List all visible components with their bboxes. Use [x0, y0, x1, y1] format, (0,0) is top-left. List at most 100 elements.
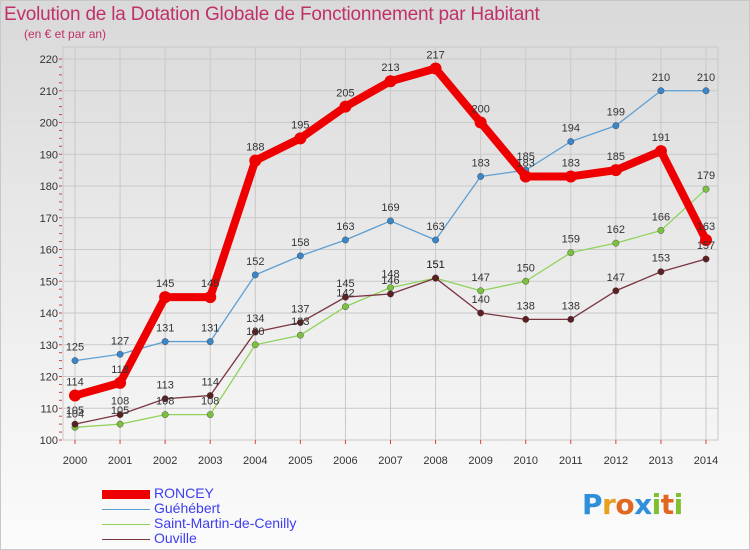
point-gu-h-bert-2002	[161, 338, 169, 345]
data-label-saint-martin-de-cenilly: 108	[201, 396, 219, 408]
point-ouville-2007	[387, 290, 394, 298]
point-saint-martin-de-cenilly-2009	[477, 287, 485, 295]
data-label-roncey: 118	[111, 364, 129, 376]
point-roncey-2013	[654, 145, 667, 158]
data-label-saint-martin-de-cenilly: 147	[471, 272, 489, 284]
point-ouville-2006	[342, 293, 349, 301]
data-label-ouville: 151	[426, 259, 444, 271]
point-roncey-2008	[429, 62, 442, 75]
point-saint-martin-de-cenilly-2006	[342, 303, 349, 311]
y-tick-label: 210	[40, 86, 58, 98]
point-ouville-2004	[251, 328, 259, 336]
point-ouville-2014	[702, 255, 710, 263]
x-tick-label: 2002	[153, 455, 177, 467]
chart-title: Evolution de la Dotation Globale de Fonc…	[4, 4, 540, 25]
data-label-ouville: 157	[697, 240, 715, 252]
proxiti-logo: Proxiti	[582, 488, 683, 521]
y-tick-label: 140	[40, 308, 58, 320]
point-saint-martin-de-cenilly-2013	[657, 227, 665, 234]
logo-letter: P	[582, 488, 603, 521]
x-tick-label: 2003	[198, 455, 222, 467]
y-tick-label: 120	[40, 372, 58, 384]
data-label-ouville: 105	[66, 405, 84, 417]
point-gu-h-bert-2006	[342, 236, 349, 244]
data-label-roncey: 183	[562, 157, 580, 169]
data-label-roncey: 145	[156, 278, 174, 290]
data-label-saint-martin-de-cenilly: 166	[652, 211, 670, 223]
logo-letter: t	[660, 488, 674, 521]
y-tick-label: 220	[40, 54, 58, 66]
data-label-saint-martin-de-cenilly: 151	[426, 259, 444, 271]
point-gu-h-bert-2012	[612, 122, 620, 130]
x-tick-label: 2008	[423, 455, 447, 467]
point-roncey-2012	[609, 164, 622, 177]
logo-letter: i	[673, 488, 684, 521]
x-tick-label: 2013	[649, 455, 673, 467]
legend-label-saint-martin-de-cenilly: Saint-Martin-de-Cenilly	[154, 515, 297, 531]
legend-label-roncey: RONCEY	[154, 485, 214, 501]
point-roncey-2000	[69, 389, 81, 402]
data-label-gu-h-bert: 169	[381, 202, 399, 214]
data-label-gu-h-bert: 131	[156, 323, 174, 335]
logo-letter: r	[602, 488, 616, 521]
data-label-roncey: 205	[336, 88, 354, 100]
x-tick-label: 2001	[108, 455, 132, 467]
x-tick-label: 2009	[468, 455, 492, 467]
y-tick-label: 100	[40, 435, 58, 447]
point-gu-h-bert-2009	[477, 173, 485, 180]
data-label-gu-h-bert: 158	[291, 237, 309, 249]
point-gu-h-bert-2004	[251, 271, 259, 279]
x-tick-label: 2014	[694, 455, 718, 467]
data-label-roncey: 200	[471, 104, 489, 116]
data-label-gu-h-bert: 125	[66, 342, 84, 354]
x-tick-label: 2006	[333, 455, 357, 467]
point-roncey-2011	[564, 170, 577, 183]
point-roncey-2002	[159, 291, 172, 304]
y-tick-label: 160	[40, 245, 58, 257]
legend-swatch-guehebert	[102, 509, 150, 510]
data-label-ouville: 147	[607, 272, 625, 284]
data-label-saint-martin-de-cenilly: 159	[562, 234, 580, 246]
data-label-gu-h-bert: 194	[562, 123, 580, 135]
x-tick-label: 2007	[378, 455, 402, 467]
legend-label-ouville: Ouville	[154, 530, 197, 546]
legend-swatch-roncey	[102, 490, 150, 499]
data-label-ouville: 137	[291, 304, 309, 316]
point-gu-h-bert-2007	[387, 217, 394, 225]
point-roncey-2003	[204, 291, 217, 304]
point-roncey-2004	[249, 154, 262, 167]
y-tick-label: 190	[40, 149, 58, 161]
legend-label-guehebert: Guéhébert	[154, 500, 221, 516]
point-gu-h-bert-2003	[206, 338, 214, 345]
point-gu-h-bert-2005	[296, 252, 304, 260]
grid-layer	[62, 46, 719, 441]
series-layer	[69, 62, 712, 431]
point-saint-martin-de-cenilly-2001	[116, 420, 124, 428]
point-ouville-2011	[567, 315, 575, 323]
x-tick-label: 2010	[513, 455, 537, 467]
data-label-ouville: 146	[381, 275, 399, 287]
data-label-saint-martin-de-cenilly: 105	[111, 405, 129, 417]
data-label-gu-h-bert: 127	[111, 335, 129, 347]
data-label-saint-martin-de-cenilly: 150	[517, 262, 535, 274]
data-label-gu-h-bert: 210	[652, 72, 670, 84]
point-gu-h-bert-2000	[71, 357, 79, 365]
point-ouville-2005	[296, 319, 304, 326]
point-gu-h-bert-2014	[702, 87, 710, 95]
data-label-roncey: 185	[607, 151, 625, 163]
data-label-ouville: 134	[246, 313, 264, 325]
data-label-roncey: 183	[517, 157, 535, 169]
point-ouville-2012	[612, 287, 620, 295]
data-label-gu-h-bert: 199	[607, 107, 625, 119]
point-roncey-2010	[519, 170, 532, 183]
point-gu-h-bert-2008	[432, 236, 439, 244]
point-saint-martin-de-cenilly-2002	[161, 411, 169, 418]
point-roncey-2006	[339, 100, 352, 113]
point-gu-h-bert-2013	[657, 87, 665, 95]
point-roncey-2014	[700, 233, 712, 246]
data-label-ouville: 113	[156, 380, 174, 392]
point-roncey-2007	[384, 75, 397, 88]
data-label-ouville: 138	[562, 300, 580, 312]
